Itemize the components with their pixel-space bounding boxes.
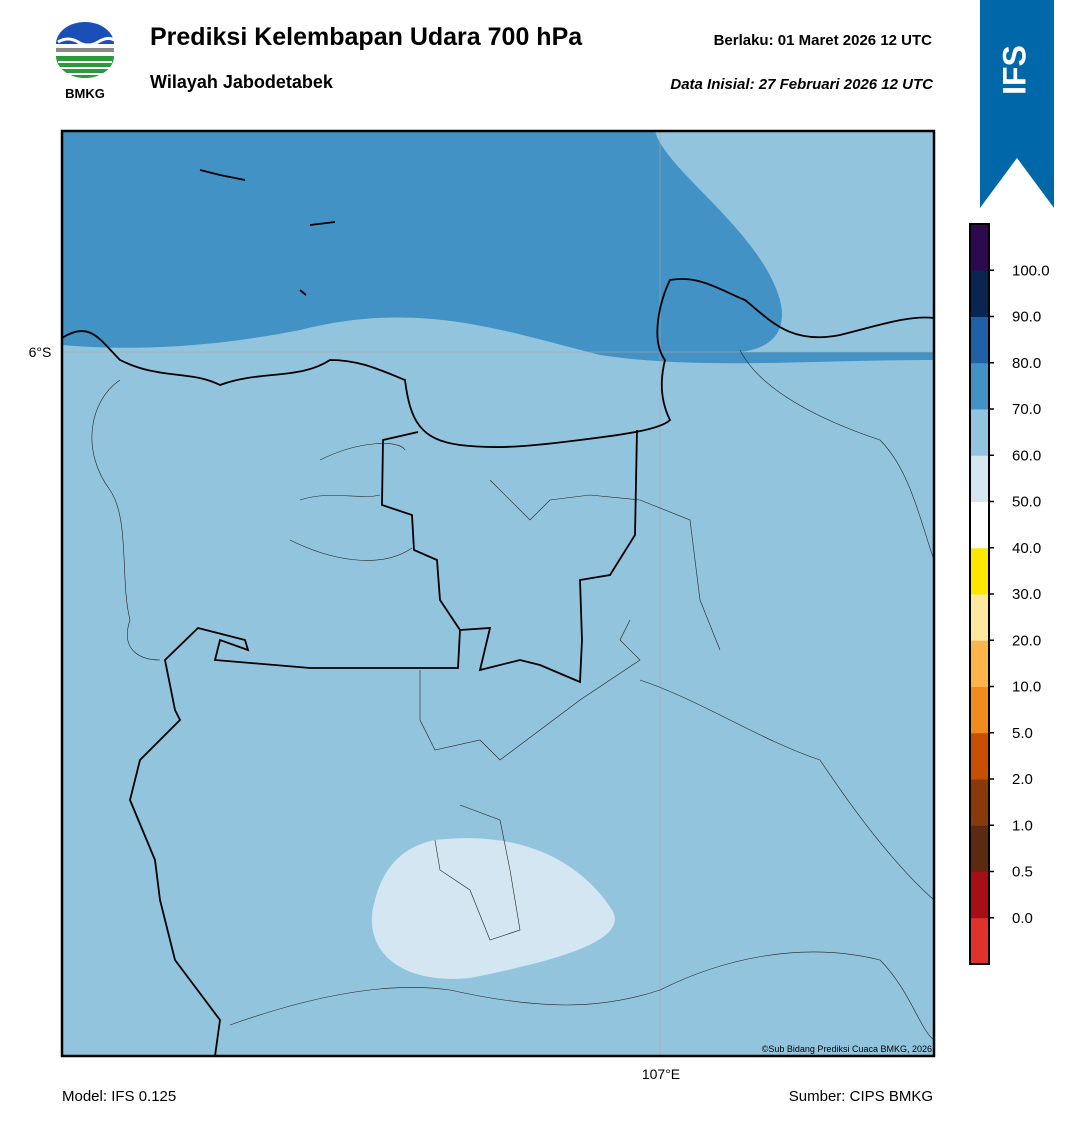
lon-label: 107°E [642, 1066, 680, 1082]
colorbar: 0.0 0.5 1.0 2.0 5.0 10.0 20.0 30.0 40.0 50.0 60.0 7… [969, 223, 1050, 965]
map-area [62, 131, 934, 1056]
logo-text: BMKG [65, 86, 105, 101]
colorbar-segment [970, 409, 989, 456]
colorbar-label: 0.5 [1012, 864, 1033, 881]
colorbar-label: 40.0 [1012, 540, 1041, 557]
colorbar-label: 2.0 [1012, 771, 1033, 788]
colorbar-label: 1.0 [1012, 817, 1033, 834]
colorbar-segment [970, 917, 989, 965]
colorbar-label: 60.0 [1012, 447, 1041, 464]
map-frame [60, 129, 936, 1058]
colorbar-label: 20.0 [1012, 632, 1041, 649]
bmkg-logo: BMKG [56, 22, 115, 101]
colorbar-segment [970, 686, 989, 734]
colorbar-label: 50.0 [1012, 494, 1041, 511]
source-label: Sumber: CIPS BMKG [789, 1088, 933, 1105]
colorbar-label: 5.0 [1012, 725, 1033, 742]
colorbar-segment [970, 224, 989, 271]
colorbar-segment [970, 501, 989, 549]
colorbar-label: 10.0 [1012, 679, 1041, 696]
colorbar-segment [970, 455, 989, 502]
colorbar-label: 100.0 [1012, 262, 1050, 279]
model-badge [980, 0, 1054, 208]
colorbar-segment [970, 362, 989, 410]
colorbar-segment [970, 779, 989, 826]
colorbar-segment [970, 732, 989, 780]
subtitle: Wilayah Jabodetabek [150, 72, 334, 92]
colorbar-label: 70.0 [1012, 401, 1041, 418]
colorbar-segment [970, 547, 989, 595]
title: Prediksi Kelembapan Udara 700 hPa [150, 23, 583, 51]
colorbar-label: 0.0 [1012, 910, 1033, 927]
colorbar-segment [970, 594, 989, 641]
colorbar-label: 30.0 [1012, 586, 1041, 603]
badge-text: IFS [996, 45, 1032, 95]
colorbar-label: 90.0 [1012, 309, 1041, 326]
copyright: ©Sub Bidang Prediksi Cuaca BMKG, 2026 [762, 1044, 932, 1054]
valid-time: Berlaku: 01 Maret 2026 12 UTC [714, 32, 933, 49]
model-label: Model: IFS 0.125 [62, 1088, 176, 1105]
colorbar-label: 80.0 [1012, 355, 1041, 372]
colorbar-segment [970, 316, 989, 364]
colorbar-segment [970, 871, 989, 919]
init-time: Data Inisial: 27 Februari 2026 12 UTC [670, 76, 934, 93]
lat-label: 6°S [29, 344, 52, 360]
colorbar-segment [970, 825, 989, 872]
colorbar-segment [970, 270, 989, 317]
colorbar-segment [970, 640, 989, 687]
